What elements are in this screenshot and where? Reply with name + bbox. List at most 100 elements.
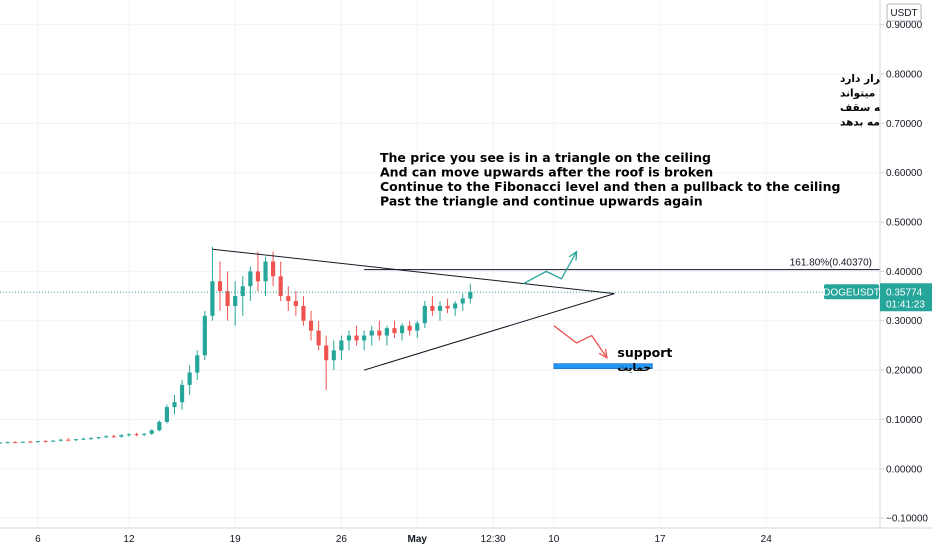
candle	[149, 429, 154, 435]
candle	[384, 325, 389, 346]
candle	[399, 323, 405, 341]
countdown-timer: 01:41:23	[886, 299, 925, 310]
candle	[210, 246, 215, 321]
candle-body	[164, 407, 169, 422]
note-en-line: And can move upwards after the roof is b…	[380, 165, 713, 180]
time-tick-label: 26	[336, 534, 348, 545]
candle-body	[399, 325, 405, 334]
candle	[445, 298, 450, 314]
candle-body	[346, 335, 352, 341]
candle-body	[392, 328, 397, 334]
candle-body	[20, 441, 25, 443]
candle	[263, 256, 268, 297]
candle-body	[179, 384, 185, 403]
candle	[286, 286, 291, 311]
candle	[324, 335, 329, 390]
candle	[301, 296, 306, 326]
time-axis-background	[0, 528, 932, 550]
candle	[362, 330, 367, 351]
candle	[430, 296, 435, 316]
candle-body	[28, 441, 33, 443]
last-price-tag	[880, 283, 932, 312]
symbol-tag	[824, 284, 879, 300]
candle-body	[172, 402, 177, 408]
candle-body	[157, 421, 162, 431]
candle-body	[362, 335, 367, 341]
time-tick-label: 17	[654, 534, 666, 545]
candle-body	[415, 323, 420, 331]
candle-body	[286, 296, 291, 302]
candle-body	[468, 292, 473, 299]
candle-body	[119, 435, 124, 437]
candle-body	[43, 441, 48, 443]
price-tick-label: 0.30000	[886, 316, 923, 327]
candle	[415, 320, 420, 339]
candle-body	[369, 330, 374, 336]
candle-body	[437, 305, 443, 311]
candle	[157, 420, 162, 432]
currency-badge	[886, 3, 922, 22]
candle-body	[422, 305, 427, 324]
candle	[104, 435, 109, 439]
candle-body	[354, 335, 359, 341]
candle	[248, 266, 253, 302]
candle-body	[453, 303, 458, 309]
note-en-line: Continue to the Fibonacci level and then…	[380, 179, 840, 194]
candle	[126, 433, 132, 437]
candle-body	[316, 330, 321, 346]
price-tick-label: 0.60000	[886, 168, 923, 179]
candle-body	[308, 320, 314, 331]
candle-body	[149, 430, 154, 434]
candle	[225, 271, 230, 321]
candle-body	[88, 438, 94, 440]
candle	[202, 310, 207, 361]
candle	[293, 291, 298, 316]
candle	[407, 320, 412, 336]
triangle-upper-line	[212, 248, 615, 295]
candle	[0, 442, 3, 444]
candle-body	[255, 271, 261, 282]
support-label-fa: حمایت	[617, 362, 651, 374]
candle	[172, 394, 177, 415]
projection-up-arrow-arrowhead	[568, 250, 578, 261]
price-axis[interactable]: −0.10000 0.00000 0.10000 0.20000 0.30000 0.40…	[823, 0, 932, 550]
candle	[20, 441, 25, 444]
candle-body	[407, 325, 412, 331]
candle-body	[58, 439, 63, 441]
note-en-line: The price you see is in a triangle on th…	[380, 150, 711, 165]
candle	[81, 437, 86, 441]
candle	[308, 310, 314, 341]
candle	[111, 434, 116, 438]
candle-body	[210, 281, 215, 316]
candle-body	[0, 442, 3, 444]
time-tick-label: 24	[761, 534, 773, 545]
candle	[13, 441, 18, 444]
candle	[28, 440, 33, 443]
candle	[58, 438, 63, 442]
candle-body	[81, 438, 86, 440]
support-zone	[553, 363, 653, 369]
candle-body	[301, 305, 306, 321]
projection-up-arrow	[523, 251, 578, 285]
candle	[66, 438, 71, 442]
candle	[88, 437, 94, 440]
candle-body	[278, 276, 283, 297]
symbol-label: DOGEUSDT	[823, 287, 880, 298]
time-tick-label: 12	[123, 534, 135, 545]
price-tick-label: 0.50000	[886, 218, 923, 229]
price-tick-label: 0.20000	[886, 366, 923, 377]
projection-down-arrow	[553, 325, 608, 359]
candle	[278, 261, 283, 302]
candle	[377, 320, 382, 341]
triangle-lower-line	[363, 293, 615, 371]
drawings: 161.80%(0.40370)	[0, 248, 880, 371]
candle	[73, 439, 78, 442]
price-tick-label: 0.80000	[886, 70, 923, 81]
candle	[271, 251, 276, 287]
candle-body	[142, 433, 147, 435]
candle	[331, 340, 336, 371]
time-axis[interactable]: 6 12 19 26 May 12:30 10 17 24	[0, 527, 932, 550]
candle-body	[35, 441, 41, 443]
